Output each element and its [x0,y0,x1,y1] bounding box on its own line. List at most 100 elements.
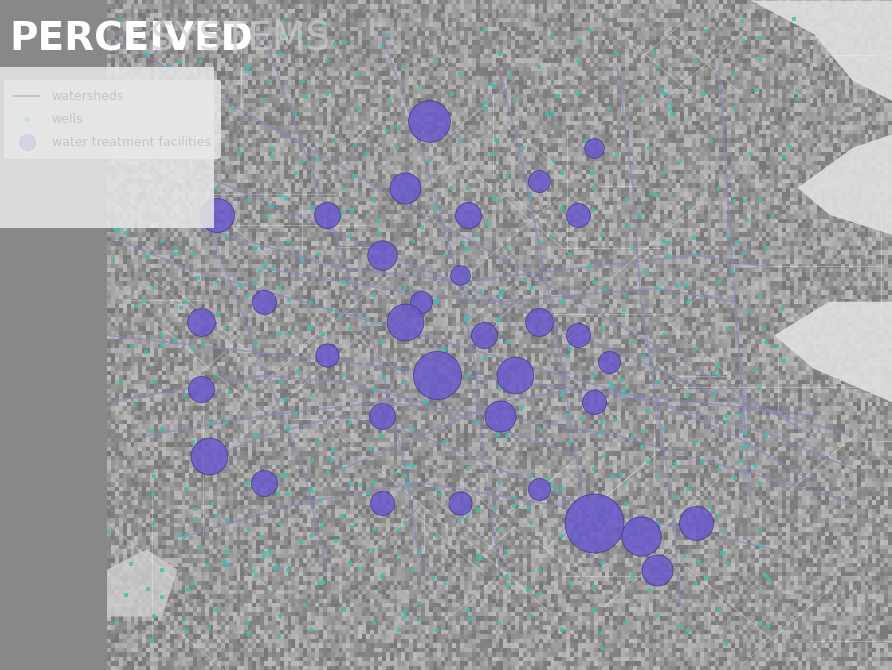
Point [191,273,205,283]
Point [545,109,559,120]
Text: SYSTEMS: SYSTEMS [138,20,330,58]
Point [202,450,216,461]
Point [751,196,765,206]
Point [437,437,451,448]
Point [621,220,635,231]
Point [170,156,185,167]
Point [748,461,763,472]
Point [751,289,765,300]
Point [114,377,128,388]
Point [421,369,435,380]
Point [241,477,255,488]
Point [147,611,161,622]
Point [524,611,538,622]
Point [500,336,515,347]
Point [398,283,412,293]
Point [728,473,742,484]
Point [155,340,169,350]
Point [280,236,294,247]
Point [220,514,235,525]
Point [496,286,510,297]
Text: PERCEIVED: PERCEIVED [9,20,252,58]
Point [775,304,789,315]
Point [456,237,470,248]
Point [392,624,406,635]
Point [587,182,601,193]
Point [273,189,287,200]
Point [218,557,232,568]
Point [476,330,491,340]
Point [617,304,632,315]
Point [252,266,267,277]
Point [463,614,477,624]
Point [178,614,192,624]
Point [681,531,695,541]
Point [738,427,752,438]
Point [633,531,648,541]
Point [394,174,409,184]
Point [302,321,317,332]
Point [719,411,733,421]
Point [155,564,169,575]
Point [326,455,340,466]
Point [262,76,277,86]
Point [492,410,507,421]
Point [453,497,467,508]
Point [136,295,151,306]
Point [738,196,752,207]
Point [289,168,303,178]
Point [353,480,368,490]
Point [273,377,287,387]
Point [649,517,664,528]
Point [415,222,429,232]
Point [249,571,263,582]
Point [430,484,444,494]
Point [398,470,412,481]
Point [707,368,722,379]
Point [524,377,538,387]
Point [316,18,330,29]
Point [730,237,744,247]
Point [681,296,695,307]
Polygon shape [751,1,892,101]
Point [430,56,444,66]
Point [375,410,389,421]
Point [532,236,546,247]
Point [618,618,632,628]
Point [367,545,381,555]
Point [303,322,318,333]
Point [301,40,316,50]
Point [120,228,134,239]
Point [705,136,719,147]
Point [398,377,412,387]
Point [273,283,287,293]
Point [500,171,515,182]
Point [218,323,232,334]
Point [789,86,804,96]
Point [610,149,624,160]
Point [398,517,412,528]
Point [124,559,138,570]
Point [724,265,739,276]
Point [210,276,224,287]
Point [594,557,608,568]
Point [162,109,177,120]
Point [561,351,575,362]
Point [689,517,703,528]
Point [247,278,261,289]
Point [319,209,334,220]
Point [271,490,285,500]
Point [670,281,684,291]
Point [304,455,318,466]
Point [194,383,209,394]
Point [249,430,263,441]
Point [450,265,464,276]
Point [420,363,434,374]
Point [194,56,209,66]
Point [269,560,284,571]
Point [703,501,717,512]
Point [241,62,255,73]
Point [245,565,260,576]
Point [670,492,684,502]
Point [169,243,184,254]
